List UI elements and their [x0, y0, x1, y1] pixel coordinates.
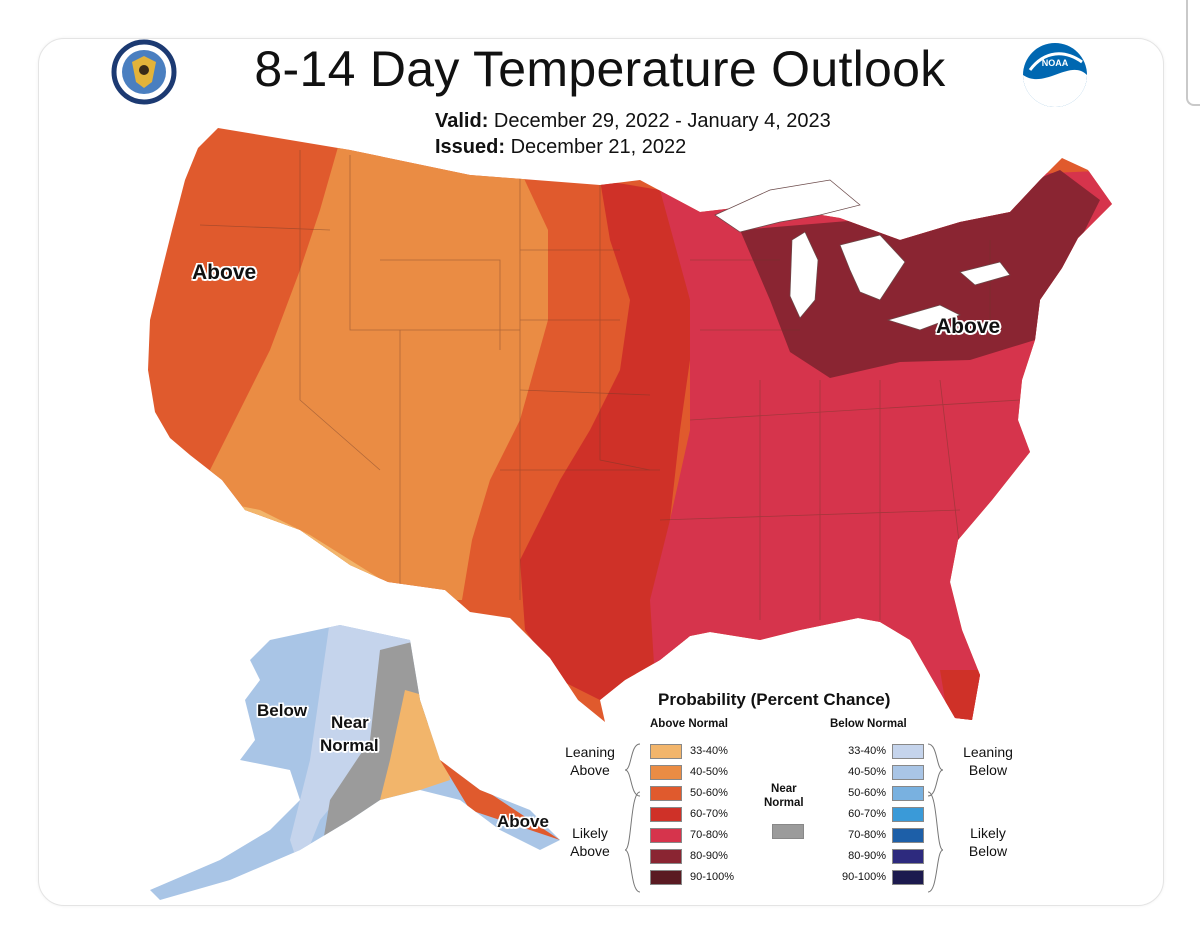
- legend-title: Probability (Percent Chance): [658, 690, 891, 709]
- legend-above-swatch-6: [650, 870, 682, 885]
- label-alaska-below: Below: [257, 701, 308, 720]
- noaa-logo-icon: [1023, 43, 1087, 107]
- legend-below-label-0: 33-40%: [848, 745, 886, 757]
- region-60-70: [520, 180, 690, 700]
- legend-below-label-5: 80-90%: [848, 850, 886, 862]
- legend-above-label-2: 50-60%: [690, 787, 728, 799]
- alaska: [150, 625, 560, 900]
- likely-above-1: Likely: [572, 825, 608, 841]
- noaa-logo-text: NOAA: [1042, 58, 1069, 68]
- legend-below-swatch-5: [892, 849, 924, 864]
- great-lakes: [714, 179, 1011, 331]
- legend-near-normal-label: Near Normal: [764, 782, 804, 810]
- valid-label: Valid:: [435, 110, 489, 132]
- likely-above-2: Above: [570, 843, 610, 859]
- legend-below-label-3: 60-70%: [848, 808, 886, 820]
- legend-leaning-below: Leaning Below: [950, 743, 1026, 779]
- legend-above-label-1: 40-50%: [690, 766, 728, 778]
- page-title: 8-14 Day Temperature Outlook: [254, 41, 946, 97]
- legend-near-normal-swatch: [772, 824, 804, 839]
- legend-above-swatch-5: [650, 849, 682, 864]
- legend-above-label-0: 33-40%: [690, 745, 728, 757]
- legend-above-header: Above Normal: [650, 718, 728, 730]
- legend-likely-above: Likely Above: [555, 824, 625, 860]
- legend-above-swatch-4: [650, 828, 682, 843]
- likely-below-1: Likely: [970, 825, 1006, 841]
- issued-label: Issued:: [435, 136, 506, 158]
- leaning-above-2: Above: [570, 762, 610, 778]
- leaning-above-1: Leaning: [565, 744, 615, 760]
- region-80-90: [740, 170, 1100, 378]
- legend-below-swatch-3: [892, 807, 924, 822]
- legend-below-swatch-6: [892, 870, 924, 885]
- label-alaska-near-2: Normal: [320, 736, 379, 755]
- legend-above-label-6: 90-100%: [690, 871, 735, 883]
- legend-above-swatch-3: [650, 807, 682, 822]
- commerce-seal-icon: [111, 39, 177, 105]
- legend-below-label-6: 90-100%: [841, 871, 886, 883]
- near-normal-line1: Near: [771, 783, 797, 795]
- legend-below-swatch-1: [892, 765, 924, 780]
- issued-date: Issued: December 21, 2022: [435, 136, 686, 159]
- legend-above-swatch-2: [650, 786, 682, 801]
- legend-above-swatch-1: [650, 765, 682, 780]
- legend-above-label-3: 60-70%: [690, 808, 728, 820]
- region-40-50: [210, 140, 548, 600]
- likely-below-2: Below: [968, 843, 1008, 859]
- legend-below-swatch-2: [892, 786, 924, 801]
- label-alaska-near-1: Near: [331, 713, 369, 732]
- legend-below-label-1: 40-50%: [848, 766, 886, 778]
- label-alaska-above: Above: [497, 812, 549, 831]
- legend-below-label-2: 50-60%: [848, 787, 886, 799]
- label-west-above: Above: [192, 261, 257, 284]
- valid-value: December 29, 2022 - January 4, 2023: [493, 110, 831, 132]
- legend-below-swatch-0: [892, 744, 924, 759]
- legend-below-header: Below Normal: [830, 718, 907, 730]
- leaning-below-1: Leaning: [963, 744, 1013, 760]
- label-northeast-above: Above: [936, 315, 1001, 338]
- near-normal-line2: Normal: [764, 797, 804, 809]
- legend-below-swatch-4: [892, 828, 924, 843]
- leaning-below-2: Below: [968, 762, 1008, 778]
- legend-above-label-5: 80-90%: [690, 850, 728, 862]
- legend-below-label-4: 70-80%: [848, 829, 886, 841]
- valid-dates: Valid: December 29, 2022 - January 4, 20…: [435, 110, 831, 133]
- issued-value: December 21, 2022: [510, 136, 687, 158]
- legend-leaning-above: Leaning Above: [555, 743, 625, 779]
- legend-likely-below: Likely Below: [950, 824, 1026, 860]
- legend-above-swatch-0: [650, 744, 682, 759]
- scrollbar-edge: [1186, 0, 1200, 106]
- legend-above-label-4: 70-80%: [690, 829, 728, 841]
